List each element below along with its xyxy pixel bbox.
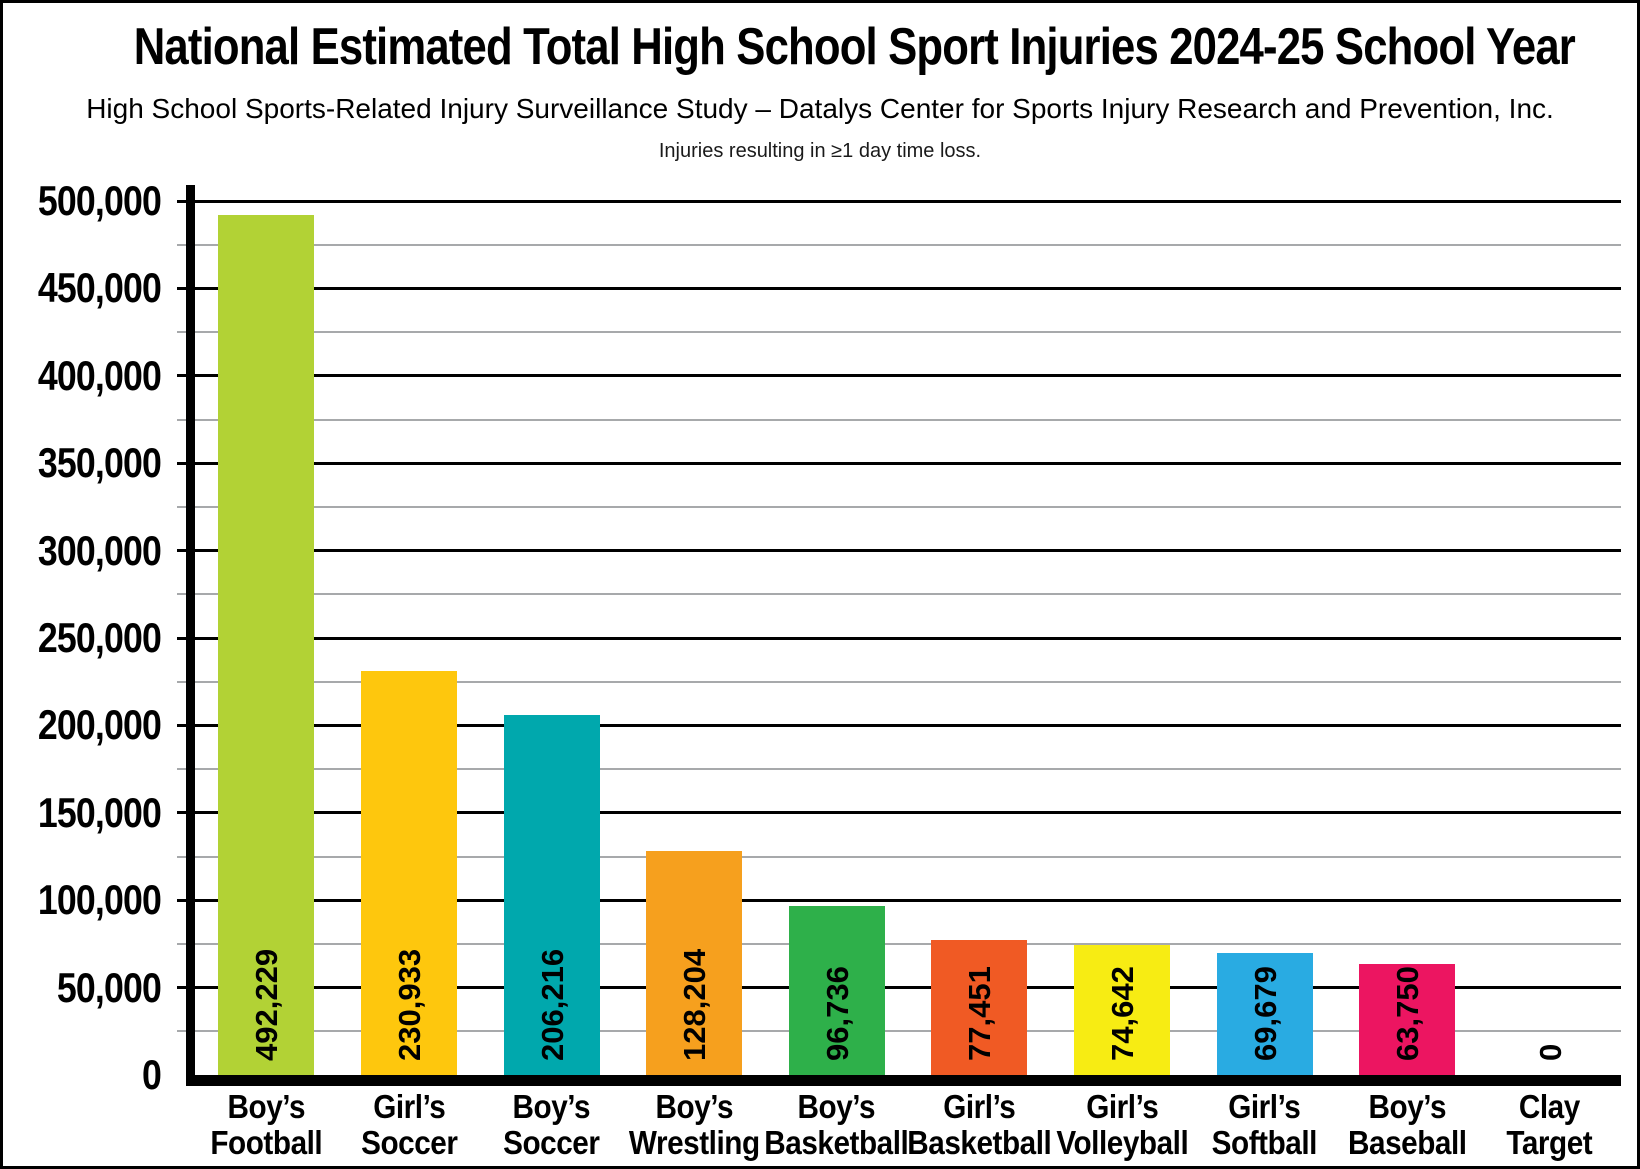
- gridline-major: [177, 811, 1621, 815]
- gridline-minor: [177, 855, 1621, 858]
- y-axis-tick-label: 300,000: [37, 526, 162, 574]
- gridline-major: [177, 986, 1621, 990]
- x-axis-category-label-clay-target: Clay Target: [1506, 1088, 1593, 1161]
- gridline-minor: [177, 768, 1621, 771]
- gridline-minor: [177, 680, 1621, 683]
- y-axis-tick-label: 350,000: [37, 439, 162, 487]
- gridline-minor: [177, 593, 1621, 596]
- y-axis-tick-label: 450,000: [37, 264, 162, 312]
- bar-value-label-boy-s-baseball: 63,750: [1390, 966, 1426, 1061]
- bar-boy-s-wrestling: [646, 851, 743, 1075]
- y-axis-tick-label: 50,000: [56, 963, 162, 1011]
- bar-value-label-girl-s-basketball: 77,451: [962, 966, 998, 1061]
- gridline-major: [177, 374, 1621, 378]
- x-axis-category-label-boy-s-basketball: Boy’s Basketball: [764, 1088, 910, 1161]
- y-axis-line: [186, 185, 195, 1086]
- y-axis-tick-label: 0: [141, 1051, 162, 1098]
- x-axis-category-label-boy-s-football: Boy’s Football: [210, 1088, 323, 1161]
- x-axis-line: [186, 1075, 1621, 1086]
- bar-girl-s-volleyball: [1073, 945, 1170, 1075]
- gridline-minor: [177, 418, 1621, 421]
- bar-value-label-girl-s-softball: 69,679: [1247, 966, 1283, 1061]
- gridline-minor: [177, 243, 1621, 246]
- x-axis-category-label-girl-s-soccer: Girl’s Soccer: [360, 1088, 458, 1161]
- gridline-major: [177, 461, 1621, 465]
- bar-girl-s-softball: [1216, 953, 1313, 1075]
- bar-value-label-girl-s-volleyball: 74,642: [1104, 966, 1140, 1061]
- bar-value-label-boy-s-football: 492,229: [249, 948, 285, 1061]
- y-axis-tick-label: 150,000: [37, 788, 162, 836]
- bar-boy-s-soccer: [503, 715, 600, 1075]
- gridline-major: [177, 549, 1621, 553]
- chart-title: National Estimated Total High School Spo…: [133, 18, 1576, 76]
- gridline-minor: [177, 1030, 1621, 1033]
- bar-value-label-boy-s-wrestling: 128,204: [677, 948, 713, 1061]
- gridline-major: [177, 199, 1621, 203]
- x-axis-category-label-boy-s-wrestling: Boy’s Wrestling: [628, 1088, 760, 1161]
- gridline-major: [177, 898, 1621, 902]
- bar-value-label-boy-s-soccer: 206,216: [534, 948, 570, 1061]
- x-axis-category-label-girl-s-volleyball: Girl’s Volleyball: [1055, 1088, 1188, 1161]
- bar-chart-plot-area: 0 50,000 100,000 150,000 200,000 250,000 300,0…: [3, 3, 1637, 1166]
- bar-girl-s-basketball: [931, 940, 1028, 1075]
- bar-boy-s-football: [218, 215, 315, 1075]
- x-axis-category-label-boy-s-baseball: Boy’s Baseball: [1347, 1088, 1467, 1161]
- x-axis-category-label-girl-s-basketball: Girl’s Basketball: [907, 1088, 1052, 1161]
- chart-subtitle: High School Sports-Related Injury Survei…: [86, 93, 1554, 124]
- gridline-minor: [177, 942, 1621, 945]
- gridline-major: [177, 286, 1621, 290]
- chart-annotation: Injuries resulting in ≥1 day time loss.: [658, 140, 982, 162]
- bar-boy-s-baseball: [1359, 964, 1456, 1075]
- bar-boy-s-basketball: [788, 906, 885, 1075]
- y-axis-tick-label: 400,000: [37, 351, 162, 399]
- y-axis-tick-label: 100,000: [37, 876, 162, 924]
- y-axis-tick-label: 250,000: [37, 614, 162, 661]
- y-axis-tick-label: 200,000: [37, 701, 162, 749]
- bar-girl-s-soccer: [360, 671, 457, 1075]
- gridline-minor: [177, 505, 1621, 508]
- gridline-minor: [177, 331, 1621, 334]
- x-axis-category-label-girl-s-softball: Girl’s Softball: [1211, 1088, 1318, 1161]
- bar-value-label-boy-s-basketball: 96,736: [819, 966, 855, 1061]
- x-axis-category-label-boy-s-soccer: Boy’s Soccer: [503, 1088, 600, 1161]
- gridline-major: [177, 723, 1621, 727]
- bar-value-label-clay-target: 0: [1532, 1043, 1568, 1061]
- bar-value-label-girl-s-soccer: 230,933: [391, 948, 427, 1061]
- y-axis-tick-label: 500,000: [37, 177, 162, 224]
- gridline-major: [177, 636, 1621, 640]
